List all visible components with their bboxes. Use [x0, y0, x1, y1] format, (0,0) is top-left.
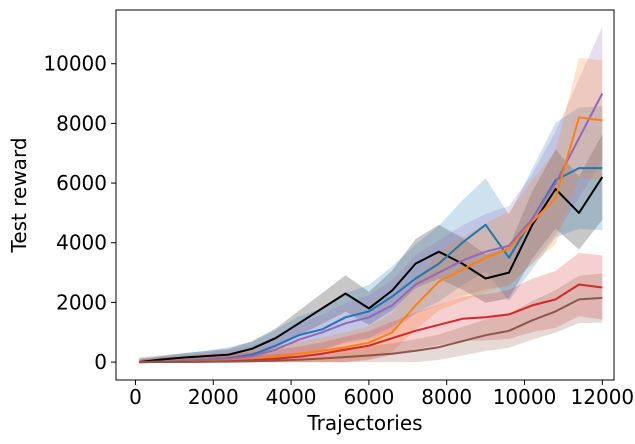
- x-tick-label: 4000: [266, 385, 317, 409]
- x-axis-label: Trajectories: [306, 411, 422, 435]
- series-line-brown: [139, 296, 603, 364]
- y-tick-label: 2000: [56, 290, 107, 314]
- y-tick-label: 4000: [56, 231, 107, 255]
- y-tick-label: 0: [94, 350, 107, 374]
- y-tick-label: 8000: [56, 111, 107, 135]
- x-tick-label: 6000: [343, 385, 394, 409]
- series-line-black: [139, 176, 604, 364]
- x-axis: 0 2000 4000 6000 8000 10000 12000: [129, 380, 634, 409]
- y-tick-label: 6000: [56, 171, 107, 195]
- y-tick-label: 10000: [43, 52, 107, 76]
- x-tick-label: 2000: [188, 385, 239, 409]
- series-line-purple: [139, 93, 604, 364]
- x-tick-label: 12000: [571, 385, 635, 409]
- y-axis-label: Test reward: [7, 137, 31, 253]
- band-orange: [139, 57, 603, 363]
- y-axis: 0 2000 4000 6000 8000 10000: [43, 52, 116, 374]
- band-brown: [139, 273, 603, 363]
- x-tick-label: 10000: [493, 385, 557, 409]
- x-tick-label: 0: [129, 385, 142, 409]
- x-tick-label: 8000: [421, 385, 472, 409]
- series-lines: [139, 93, 604, 364]
